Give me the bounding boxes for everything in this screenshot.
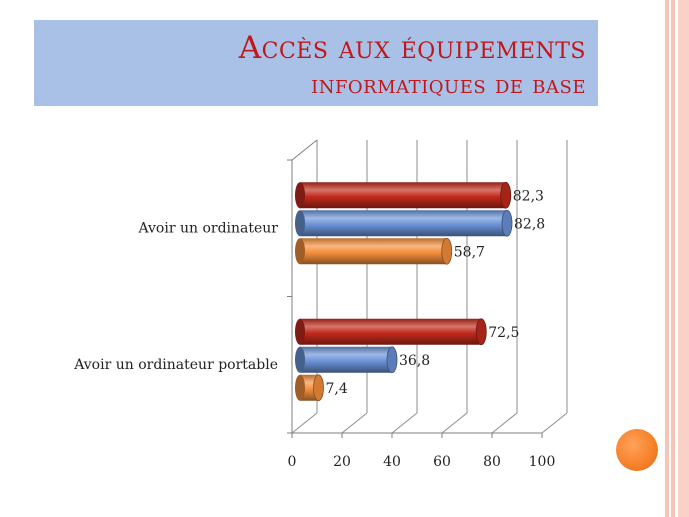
x-tick-label: 60 [433,454,451,470]
title-band: Accès aux équipements informatiques de b… [34,20,598,106]
category-label: Avoir un ordinateur portable [73,357,278,373]
bar-end-cap [441,237,453,265]
bar [300,238,447,265]
data-label: 36,8 [399,353,430,369]
data-label: 58,7 [454,244,485,260]
floor-gridline [441,412,468,434]
category-label: Avoir un ordinateur [137,220,278,236]
floor-gridline [291,412,318,434]
slide-title-line-1: Accès aux équipements [238,30,586,66]
x-tick-label: 100 [529,454,556,470]
decorative-stripe [665,0,669,517]
bar-end-cap [475,318,487,346]
bar [300,210,507,237]
bar [300,182,506,209]
axis-line [291,139,318,161]
slide-title-line-2: informatiques de base [311,70,586,100]
floor-gridline [491,412,518,434]
decorative-stripe [671,0,675,517]
x-tick-label: 20 [333,454,351,470]
bar [300,346,392,373]
decorative-circle [616,429,658,471]
data-label: 7,4 [326,381,348,397]
bar-base-cap [295,346,305,373]
bar-end-cap [500,181,512,209]
floor-gridline [391,412,418,434]
x-tick-label: 80 [483,454,501,470]
bar-base-cap [295,182,305,209]
x-tick-label: 40 [383,454,401,470]
data-label: 72,5 [488,325,519,341]
x-tick-label: 0 [288,454,297,470]
bar-base-cap [295,374,305,401]
floor-gridline [541,412,568,434]
bar-end-cap [501,209,513,237]
bar-end-cap [386,346,398,374]
bar-base-cap [295,210,305,237]
bar-end-cap [313,374,324,402]
floor-gridline [341,412,368,434]
bar-base-cap [295,238,305,265]
bar [300,318,482,345]
decorative-stripe [678,0,689,517]
data-label: 82,3 [513,188,544,204]
bar-base-cap [295,318,305,345]
data-label: 82,8 [514,216,545,232]
